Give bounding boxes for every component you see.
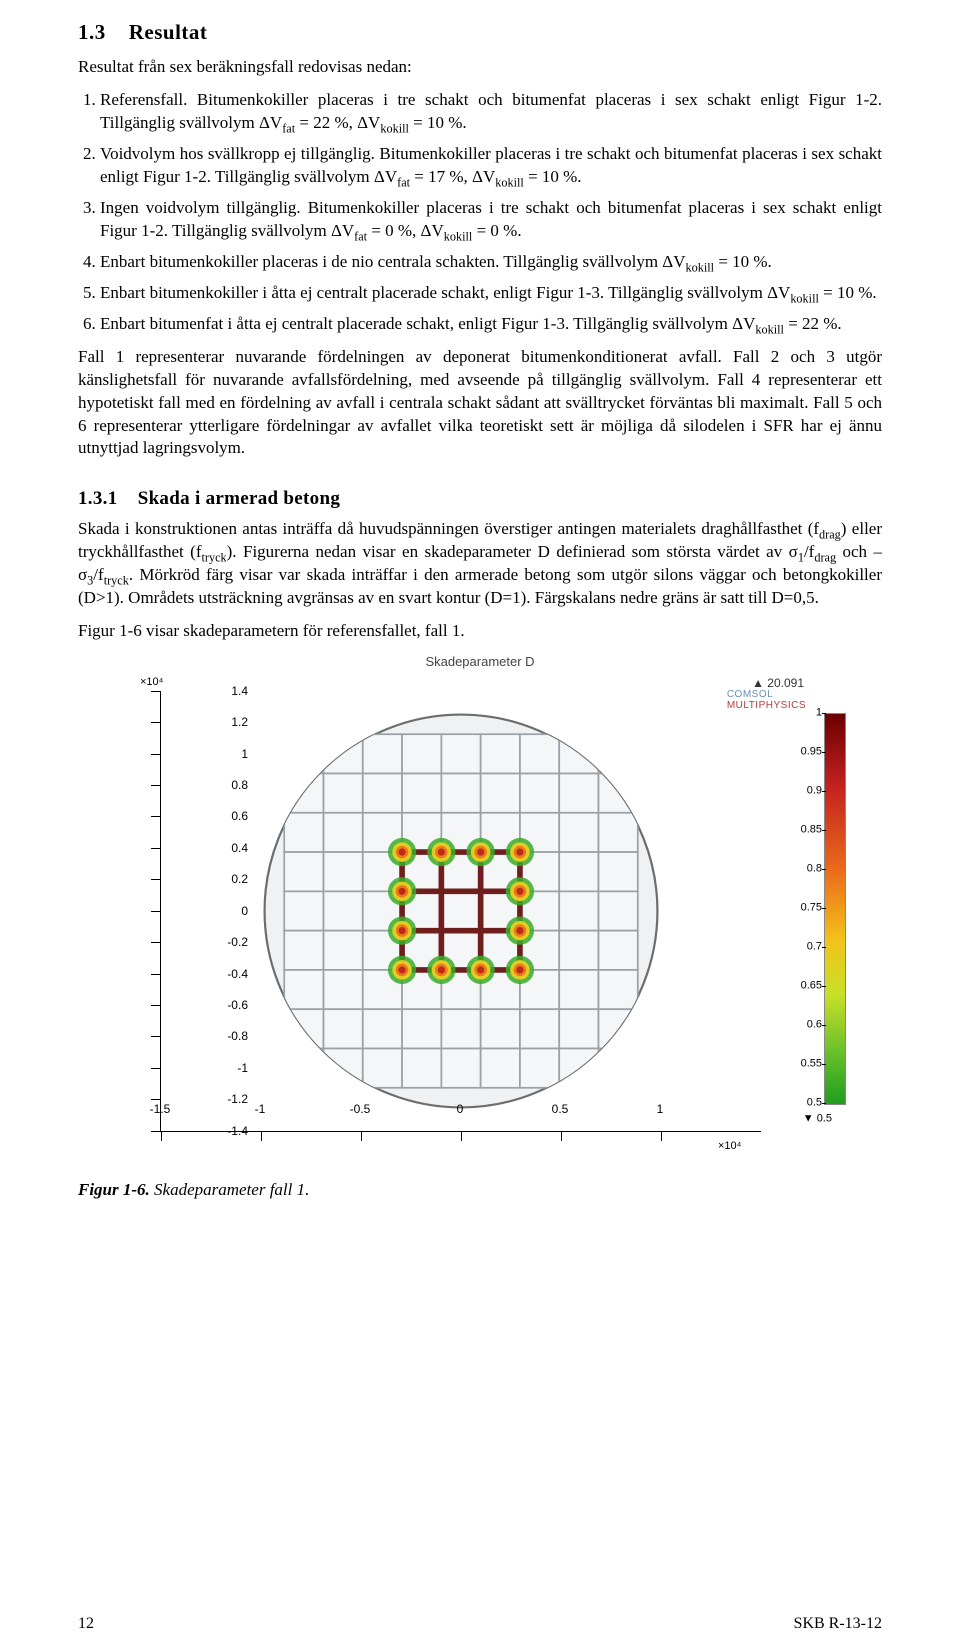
subsection-heading: 1.3.1 Skada i armerad betong bbox=[78, 486, 882, 512]
case-list: Referensfall. Bitumenkokiller placeras i… bbox=[78, 89, 882, 335]
subsection-number: 1.3.1 bbox=[78, 488, 118, 509]
figure-ref-paragraph: Figur 1-6 visar skadeparametern för refe… bbox=[78, 620, 882, 643]
list-item: Ingen voidvolym tillgänglig. Bitumenkoki… bbox=[100, 197, 882, 243]
list-item: Referensfall. Bitumenkokiller placeras i… bbox=[100, 89, 882, 135]
damage-paragraph: Skada i konstruktionen antas inträffa då… bbox=[78, 518, 882, 610]
subsection-title: Skada i armerad betong bbox=[138, 488, 340, 509]
case-text: Enbart bitumenkokiller placeras i de nio… bbox=[100, 252, 772, 271]
doc-id: SKB R-13-12 bbox=[794, 1613, 882, 1635]
x-axis-exponent: ×10⁴ bbox=[718, 1139, 741, 1154]
chart-title: Skadeparameter D bbox=[100, 653, 860, 671]
list-item: Voidvolym hos svällkropp ej tillgänglig.… bbox=[100, 143, 882, 189]
y-axis-exponent: ×10⁴ bbox=[140, 675, 163, 690]
case-text: Referensfall. Bitumenkokiller placeras i… bbox=[100, 90, 882, 132]
plot-area bbox=[160, 691, 761, 1132]
section-number: 1.3 bbox=[78, 20, 106, 44]
section-title: Resultat bbox=[129, 20, 208, 44]
case-text: Enbart bitumenfat i åtta ej centralt pla… bbox=[100, 314, 842, 333]
list-item: Enbart bitumenkokiller i åtta ej central… bbox=[100, 282, 882, 305]
caption-text: Skadeparameter fall 1. bbox=[150, 1180, 310, 1199]
figure-1-6: Skadeparameter D ▲ 20.091 COMSOL MULTIPH… bbox=[78, 653, 882, 1202]
grid-cells bbox=[284, 734, 638, 1088]
plot-svg bbox=[161, 691, 761, 1131]
discussion-paragraph: Fall 1 representerar nuvarande fördelnin… bbox=[78, 346, 882, 461]
page-number: 12 bbox=[78, 1613, 94, 1635]
case-text: Voidvolym hos svällkropp ej tillgänglig.… bbox=[100, 144, 882, 186]
chart-container: Skadeparameter D ▲ 20.091 COMSOL MULTIPH… bbox=[100, 653, 860, 1173]
page-footer: 12 SKB R-13-12 bbox=[78, 1613, 882, 1635]
caption-number: Figur 1-6. bbox=[78, 1180, 150, 1199]
figure-caption: Figur 1-6. Skadeparameter fall 1. bbox=[78, 1179, 882, 1202]
case-text: Ingen voidvolym tillgänglig. Bitumenkoki… bbox=[100, 198, 882, 240]
section-heading: 1.3 Resultat bbox=[78, 18, 882, 46]
case-text: Enbart bitumenkokiller i åtta ej central… bbox=[100, 283, 877, 302]
colorbar bbox=[824, 713, 846, 1105]
intro-text: Resultat från sex beräkningsfall redovis… bbox=[78, 56, 882, 79]
list-item: Enbart bitumenfat i åtta ej centralt pla… bbox=[100, 313, 882, 336]
list-item: Enbart bitumenkokiller placeras i de nio… bbox=[100, 251, 882, 274]
